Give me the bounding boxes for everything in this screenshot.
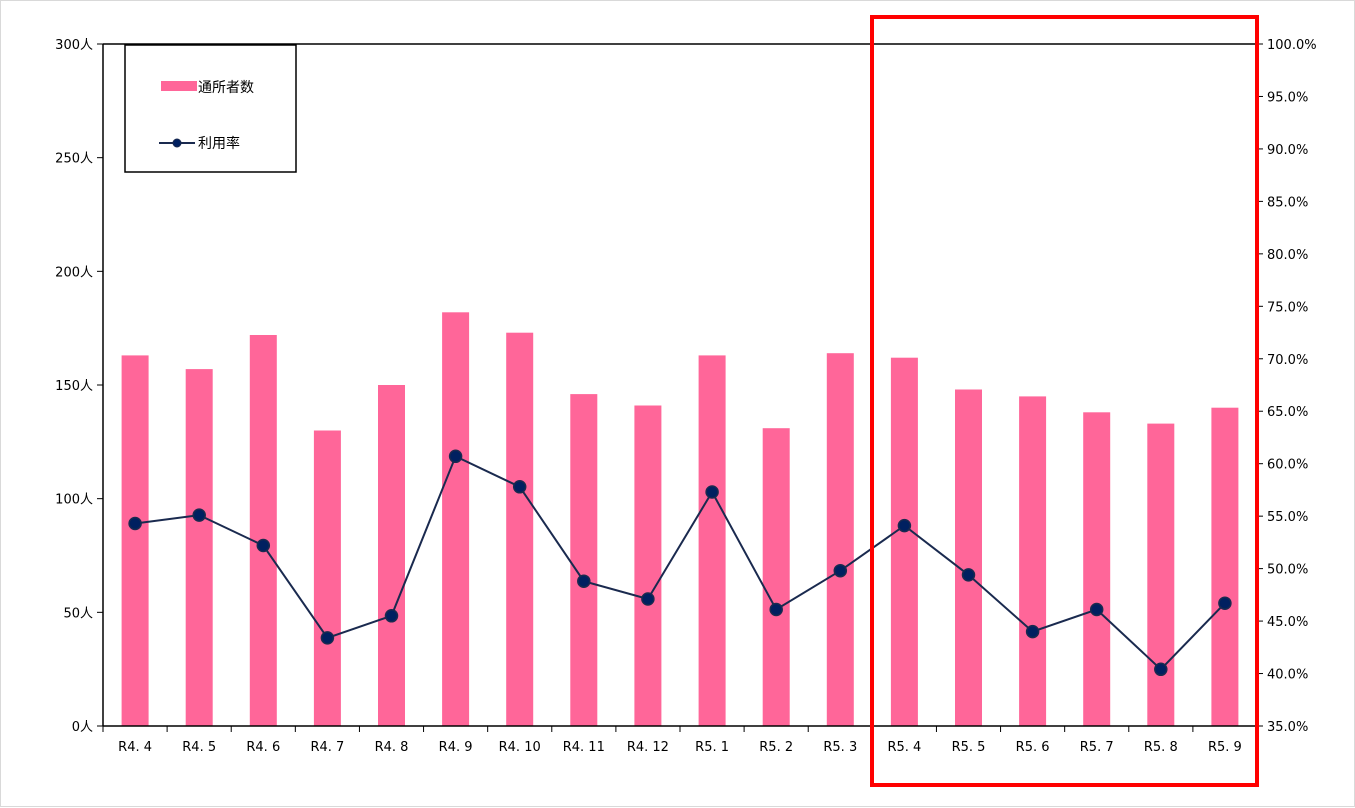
bar-R5.8	[1147, 423, 1175, 726]
bar-R5.6	[1019, 396, 1047, 726]
rate-point-R5.1	[705, 485, 719, 499]
rate-point-R4.7	[320, 631, 335, 645]
ticks-layer: 0人 50人 100人 150人 200人 250人 300人 35.0% 40.0% 45.0%…	[55, 38, 1316, 755]
rate-point-R5.7	[1089, 602, 1104, 617]
line-layer	[128, 449, 1232, 677]
y-left-tick-label: 200人	[55, 265, 93, 280]
y-left-tick-label: 100人	[55, 493, 93, 508]
rate-point-R4.12	[641, 592, 655, 606]
rate-point-R4.6	[256, 538, 271, 553]
rate-point-R4.9	[448, 449, 463, 464]
bar-R4.4	[121, 355, 149, 726]
x-tick-label: R5. 9	[1208, 740, 1242, 755]
bar-R5.2	[762, 428, 790, 726]
x-tick-label: R4. 7	[310, 740, 344, 755]
bar-R5.1	[698, 355, 726, 726]
y-left-tick-label: 0人	[72, 720, 93, 735]
bar-R4.5	[185, 369, 213, 726]
rate-point-R4.4	[128, 516, 142, 531]
y-left-tick-label: 300人	[55, 38, 93, 53]
bar-R5.5	[955, 389, 982, 726]
rate-point-R5.6	[1025, 624, 1040, 639]
x-tick-label: R5. 1	[695, 740, 729, 755]
rate-point-R4.11	[577, 574, 591, 588]
rate-point-R5.8	[1154, 662, 1168, 677]
x-tick-label: R5. 2	[759, 740, 793, 755]
rate-point-R4.10	[512, 480, 527, 494]
y-right-tick-label: 65.0%	[1267, 405, 1308, 420]
x-tick-label: R5. 8	[1144, 740, 1178, 755]
y-right-tick-label: 85.0%	[1267, 195, 1308, 210]
x-tick-label: R4. 9	[439, 740, 473, 755]
x-tick-label: R4. 6	[246, 740, 280, 755]
bar-R4.8	[378, 385, 405, 726]
y-right-tick-label: 80.0%	[1267, 248, 1308, 263]
x-tick-label: R5. 3	[823, 740, 857, 755]
y-right-tick-label: 95.0%	[1267, 90, 1308, 105]
x-tick-label: R5. 6	[1016, 740, 1050, 755]
y-left-tick-label: 150人	[55, 379, 93, 394]
rate-point-R5.5	[961, 568, 976, 582]
bar-R4.11	[570, 394, 598, 726]
y-right-tick-label: 100.0%	[1267, 38, 1317, 53]
bar-R5.9	[1211, 407, 1239, 726]
y-right-tick-label: 55.0%	[1267, 510, 1308, 525]
y-right-tick-label: 40.0%	[1267, 668, 1308, 683]
rate-point-R4.8	[384, 609, 399, 623]
y-right-tick-label: 50.0%	[1267, 563, 1308, 578]
rate-point-R5.3	[833, 563, 848, 578]
x-tick-label: R4. 11	[563, 740, 605, 755]
x-tick-label: R4. 4	[118, 740, 152, 755]
legend-swatch-marker	[172, 138, 182, 148]
legend-swatch-bar	[161, 81, 197, 91]
rate-point-R5.9	[1218, 596, 1232, 610]
x-tick-label: R5. 7	[1080, 740, 1114, 755]
y-right-tick-label: 75.0%	[1267, 300, 1308, 315]
y-left-tick-label: 50人	[63, 606, 93, 621]
x-tick-label: R5. 5	[952, 740, 986, 755]
bar-R4.6	[249, 335, 277, 726]
y-right-tick-label: 70.0%	[1267, 353, 1308, 368]
rate-line	[134, 454, 1226, 671]
y-right-tick-label: 45.0%	[1267, 615, 1308, 630]
legend-box	[124, 44, 297, 173]
bar-R4.9	[442, 312, 470, 726]
x-tick-label: R5. 4	[887, 740, 921, 755]
bar-R5.7	[1083, 412, 1111, 726]
x-tick-label: R4. 5	[182, 740, 216, 755]
highlight-box	[870, 15, 1259, 787]
rate-point-R5.2	[769, 602, 783, 617]
x-tick-label: R4. 8	[375, 740, 409, 755]
rate-point-R4.5	[192, 508, 206, 522]
x-tick-label: R4. 12	[627, 740, 669, 755]
y-right-tick-label: 35.0%	[1267, 720, 1308, 735]
legend: 通所者数 利用率	[124, 44, 297, 173]
rate-point-R5.4	[897, 518, 912, 533]
bars-layer	[121, 312, 1239, 726]
legend-label-bar: 通所者数	[198, 80, 254, 96]
bar-R4.12	[634, 405, 662, 726]
bar-R5.3	[826, 353, 854, 726]
y-left-tick-label: 250人	[55, 152, 93, 167]
y-right-tick-label: 90.0%	[1267, 143, 1308, 158]
x-tick-label: R4. 10	[499, 740, 541, 755]
bar-R4.10	[506, 332, 534, 726]
bar-R5.4	[890, 357, 918, 726]
legend-label-line: 利用率	[198, 135, 240, 152]
bar-R4.7	[313, 430, 341, 726]
y-right-tick-label: 60.0%	[1267, 458, 1308, 473]
